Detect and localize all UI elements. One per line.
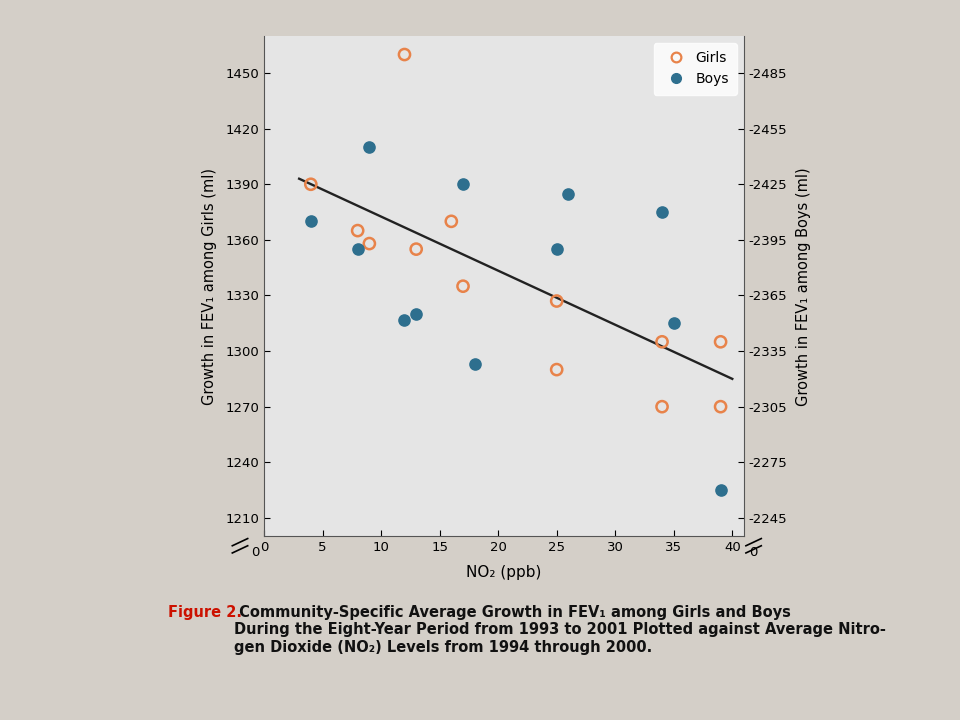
Point [444,215,459,227]
Point [713,485,729,496]
Point [303,215,319,227]
Point [713,336,729,348]
Point [549,364,564,375]
Point [362,141,377,153]
Point [655,336,670,348]
Point [666,318,682,329]
Y-axis label: Growth in FEV₁ among Girls (ml): Growth in FEV₁ among Girls (ml) [202,168,217,405]
X-axis label: NO₂ (ppb): NO₂ (ppb) [467,565,541,580]
Text: Community-Specific Average Growth in FEV₁ among Girls and Boys
During the Eight-: Community-Specific Average Growth in FEV… [234,605,886,654]
Point [549,243,564,255]
Point [303,179,319,190]
Point [549,295,564,307]
Legend: Girls, Boys: Girls, Boys [654,43,737,94]
Text: Figure 2.: Figure 2. [169,605,243,620]
Point [396,49,412,60]
Point [455,179,470,190]
Text: 0: 0 [251,546,259,559]
Point [455,281,470,292]
Point [561,188,576,199]
Text: 0: 0 [749,546,757,559]
Point [655,401,670,413]
Point [396,314,412,325]
Point [409,243,424,255]
Point [655,207,670,218]
Point [350,225,366,236]
Point [713,401,729,413]
Point [362,238,377,249]
Point [350,243,366,255]
Y-axis label: Growth in FEV₁ among Boys (ml): Growth in FEV₁ among Boys (ml) [796,167,811,405]
Point [468,359,483,370]
Point [409,308,424,320]
